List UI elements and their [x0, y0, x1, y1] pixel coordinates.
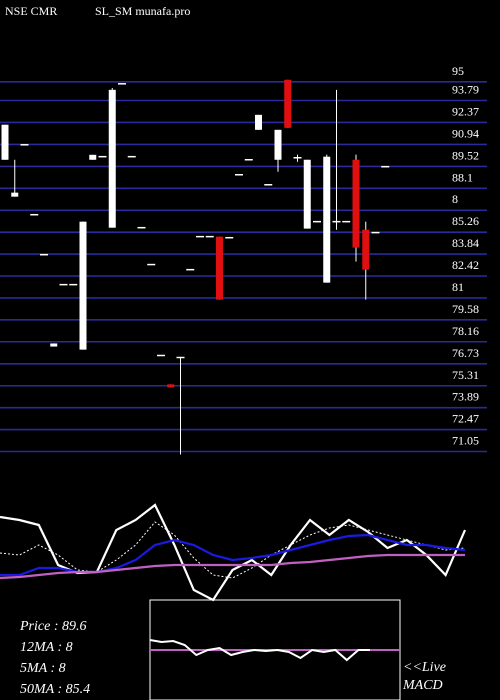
ma5-label: 5MA : 8 [20, 661, 66, 676]
macd-label: MACD [402, 678, 443, 693]
y-tick-label: 90.94 [452, 126, 479, 140]
chart-title: NSE CMR [5, 4, 57, 18]
candle-body [352, 159, 360, 248]
candle-body [284, 79, 292, 128]
candle-body [79, 221, 87, 350]
y-tick-label: 82.42 [452, 258, 479, 272]
candle-body [167, 384, 175, 388]
y-tick-label: 71.05 [452, 434, 479, 448]
live-label: <<Live [403, 660, 446, 675]
candle-body [323, 156, 331, 283]
candle-body [89, 154, 97, 160]
y-tick-label: 8 [452, 192, 458, 206]
candle-body [362, 229, 370, 270]
y-tick-label: 95 [452, 64, 464, 78]
candle-body [11, 192, 19, 197]
macd-line [149, 639, 370, 662]
y-tick-label: 83.84 [452, 236, 479, 250]
candle-body [303, 159, 311, 229]
indicator-line [0, 521, 466, 579]
y-tick-label: 89.52 [452, 148, 479, 162]
y-tick-label: 93.79 [452, 82, 479, 96]
y-tick-label: 78.16 [452, 324, 479, 338]
y-tick-label: 81 [452, 280, 464, 294]
y-tick-label: 79.58 [452, 302, 479, 316]
y-tick-label: 72.47 [452, 412, 479, 426]
ma12-label: 12MA : 8 [20, 640, 73, 655]
candle-body [255, 114, 262, 130]
y-tick-label: 73.89 [452, 390, 479, 404]
candle-body [1, 124, 9, 160]
y-tick-label: 92.37 [452, 104, 479, 118]
candle-body [274, 129, 282, 160]
candle-body [50, 343, 58, 347]
y-tick-label: 76.73 [452, 346, 479, 360]
y-tick-label: 75.31 [452, 368, 479, 382]
indicator-line [0, 553, 465, 580]
candle-body [108, 89, 116, 228]
candle-body [216, 236, 223, 300]
ma50-label: 50MA : 85.4 [20, 682, 90, 697]
price-label: Price : 89.6 [19, 619, 86, 634]
y-tick-label: 85.26 [452, 214, 479, 228]
y-tick-label: 88.1 [452, 170, 473, 184]
chart-subtitle: SL_SM munafa.pro [95, 4, 190, 18]
